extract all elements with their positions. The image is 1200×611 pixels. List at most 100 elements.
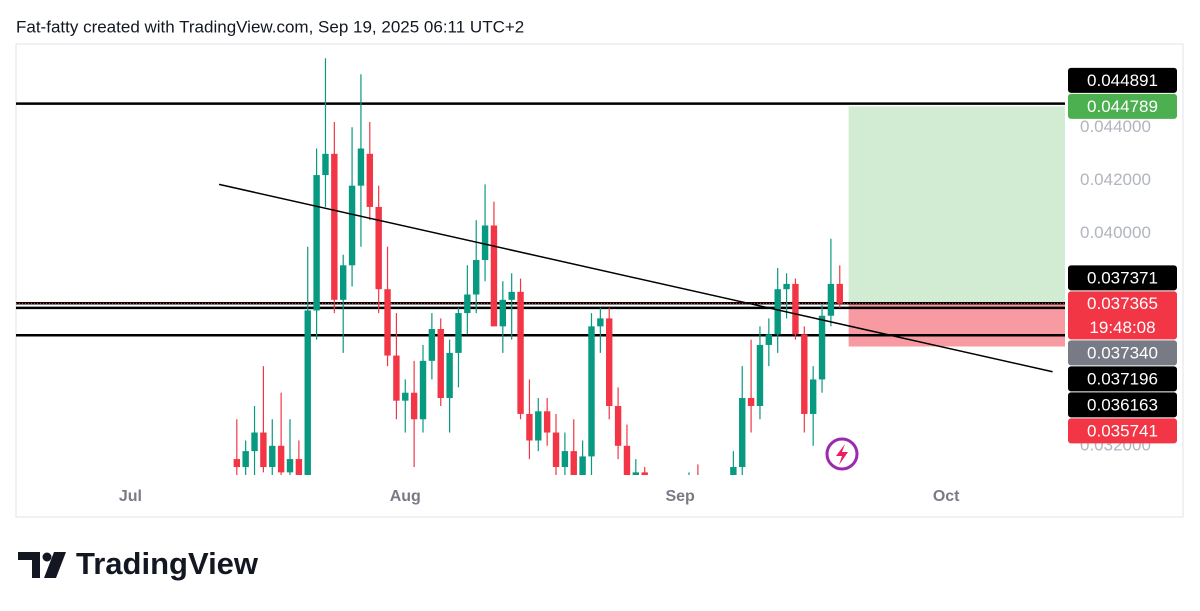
price-label-bg bbox=[1068, 366, 1177, 392]
candle-body bbox=[490, 225, 498, 327]
price-label-bg bbox=[1068, 340, 1177, 366]
candle-body bbox=[428, 329, 436, 361]
price-label: 0.037371 bbox=[1087, 268, 1158, 287]
candle-body bbox=[455, 313, 462, 353]
y-tick-label: 0.044000 bbox=[1080, 117, 1151, 136]
alert-icon bbox=[825, 437, 859, 471]
candle-body bbox=[366, 153, 374, 207]
trendline bbox=[218, 183, 1053, 373]
candle-body bbox=[756, 344, 764, 406]
x-tick-label: Aug bbox=[390, 488, 421, 505]
candle-body bbox=[783, 283, 790, 290]
price-label: 0.035741 bbox=[1087, 421, 1158, 440]
logo: TradingView bbox=[18, 546, 259, 581]
price-label-bg bbox=[1068, 418, 1177, 444]
price-label: 0.044789 bbox=[1087, 97, 1158, 116]
candle-body bbox=[552, 432, 560, 468]
y-tick-label: 0.040000 bbox=[1080, 223, 1151, 242]
last-price-label: 0.037365 bbox=[1087, 294, 1158, 313]
candle-body bbox=[269, 445, 276, 468]
candle-body bbox=[623, 445, 631, 475]
candle-body bbox=[650, 486, 656, 499]
candle-body bbox=[260, 432, 267, 468]
candle-body bbox=[739, 398, 746, 468]
candle-body bbox=[419, 360, 427, 420]
candle-body bbox=[304, 310, 311, 475]
candle-body bbox=[481, 225, 489, 260]
candle-body bbox=[322, 153, 329, 176]
x-tick-label: Sep bbox=[665, 488, 695, 505]
price-label: 0.036163 bbox=[1087, 395, 1158, 414]
candle-body bbox=[579, 456, 586, 475]
candle-body bbox=[375, 206, 382, 290]
candle-body bbox=[286, 459, 294, 473]
candle-body bbox=[809, 379, 817, 414]
candle-body bbox=[747, 398, 755, 406]
candle-body bbox=[242, 451, 249, 468]
candle-body bbox=[704, 491, 710, 499]
candle-body bbox=[313, 175, 320, 311]
candle-body bbox=[251, 432, 258, 452]
header: Fat-fatty created with TradingView.com, … bbox=[16, 17, 524, 36]
candle-body bbox=[331, 153, 338, 300]
candle-body bbox=[836, 283, 843, 304]
countdown: 19:48:08 bbox=[1089, 318, 1155, 337]
candle-body bbox=[597, 318, 604, 327]
candle-body bbox=[765, 334, 773, 345]
candle-body bbox=[632, 472, 640, 475]
price-label-bg bbox=[1068, 392, 1177, 418]
price-label-bg bbox=[1068, 67, 1177, 93]
candle-body bbox=[233, 459, 240, 468]
candle-body bbox=[606, 318, 613, 406]
candle-body bbox=[340, 265, 347, 300]
candle-body bbox=[588, 326, 595, 457]
candle-body bbox=[384, 289, 391, 356]
candle-body bbox=[827, 283, 835, 316]
candle-body bbox=[614, 405, 622, 446]
price-label-bg bbox=[1068, 93, 1177, 119]
candle-body bbox=[535, 411, 542, 441]
stop-zone bbox=[848, 303, 1065, 347]
frame bbox=[15, 43, 1184, 518]
candle-body bbox=[801, 334, 808, 414]
candle-body bbox=[464, 294, 471, 314]
candle-body bbox=[277, 445, 285, 473]
candle-body bbox=[570, 451, 577, 475]
candle-body bbox=[792, 283, 799, 335]
candle-body bbox=[730, 467, 737, 475]
plot bbox=[16, 58, 1065, 502]
candle-body bbox=[499, 299, 507, 327]
price-label-bg bbox=[1068, 265, 1177, 291]
candle-body bbox=[517, 291, 524, 414]
candle-body bbox=[393, 355, 400, 401]
brand: TradingView bbox=[76, 546, 259, 581]
candle-body bbox=[543, 411, 551, 433]
candle-body bbox=[695, 486, 701, 499]
candle-body bbox=[774, 289, 781, 335]
x-tick-label: Oct bbox=[933, 488, 960, 505]
candle-body bbox=[357, 148, 365, 186]
candle-body bbox=[402, 392, 409, 401]
y-tick-label: 0.042000 bbox=[1080, 170, 1151, 189]
price-label: 0.037340 bbox=[1087, 343, 1158, 362]
candle-body bbox=[508, 291, 515, 300]
candle-body bbox=[721, 486, 727, 502]
candle-body bbox=[712, 491, 718, 502]
candle-body bbox=[818, 315, 826, 380]
candle-body bbox=[410, 392, 418, 420]
candle-body bbox=[641, 472, 648, 475]
last-price-bg bbox=[1068, 291, 1177, 340]
candle-body bbox=[348, 185, 356, 266]
price-label: 0.044891 bbox=[1087, 71, 1158, 90]
price-label: 0.037196 bbox=[1087, 369, 1158, 388]
candle-body bbox=[295, 459, 303, 475]
candle-body bbox=[473, 260, 480, 295]
candle-body bbox=[446, 352, 453, 399]
candle-body bbox=[526, 413, 533, 441]
candle-body bbox=[437, 329, 444, 399]
target-zone bbox=[848, 106, 1065, 304]
x-tick-label: Jul bbox=[119, 488, 142, 505]
candle-body bbox=[561, 451, 569, 468]
